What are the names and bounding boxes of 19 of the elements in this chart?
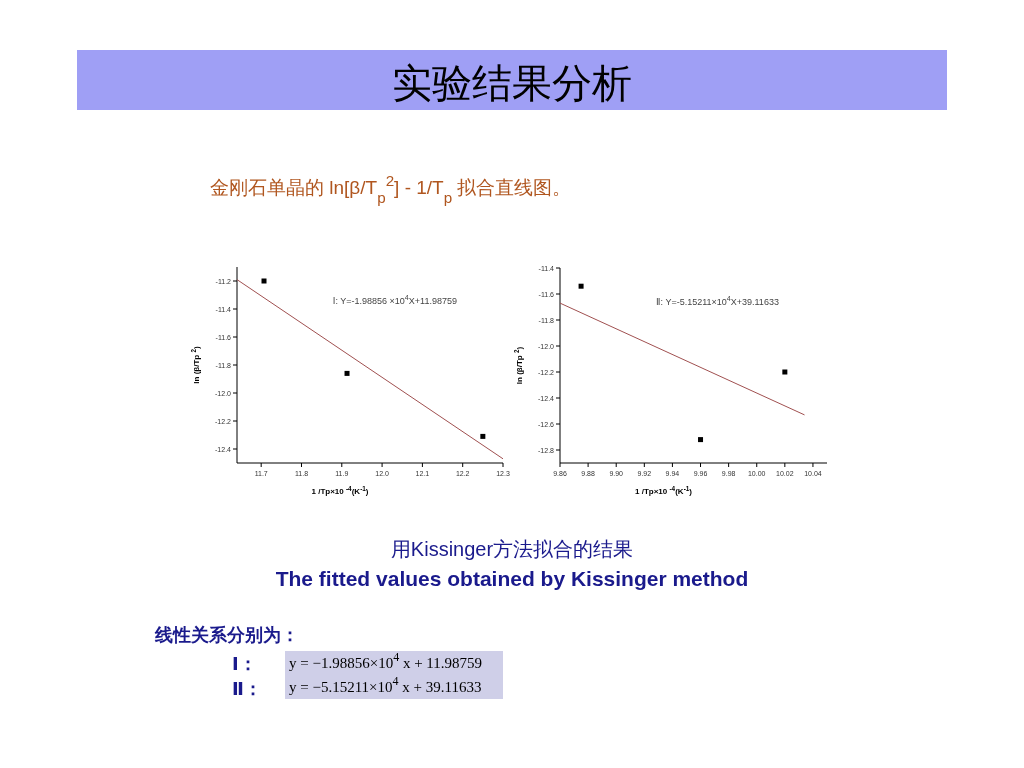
text: y = −5.15211×10$^{4}$ x + 39.11633 — [289, 674, 482, 695]
x-axis-title: 1 /Tp×10 $^{-4}$(K$^{-1}$) — [635, 484, 693, 496]
point — [578, 283, 584, 289]
point — [261, 278, 267, 284]
point — [698, 437, 704, 443]
text: 用Kissinger方法拟合的结果 — [390, 538, 634, 560]
x-axis-title: 1 /Tp×10 $^{-4}$(K$^{-1}$) — [311, 484, 369, 496]
text: y = −1.98856×10$^{4}$ x + 11.98759 — [289, 650, 483, 671]
text: 线性关系分别为： — [154, 625, 299, 645]
point — [344, 370, 350, 376]
text: The fitted values obtained by Kissinger method — [275, 567, 749, 590]
text: 金刚石单晶的 ln[β/T$_{p}$$^{2}$] - 1/T$_{p}$ 拟合直线图。 — [210, 171, 572, 206]
text: 实验结果分析 — [392, 61, 632, 105]
annotation: Ⅰ: Y=-1.98856 ×10$^{4}$X+11.98759 — [332, 292, 457, 307]
text: Ⅱ： — [232, 679, 262, 699]
annotation: Ⅱ: Y=-5.15211×10$^{4}$X+39.11633 — [656, 293, 779, 308]
point — [782, 369, 788, 375]
point — [480, 433, 486, 439]
text: Ⅰ： — [232, 654, 257, 674]
